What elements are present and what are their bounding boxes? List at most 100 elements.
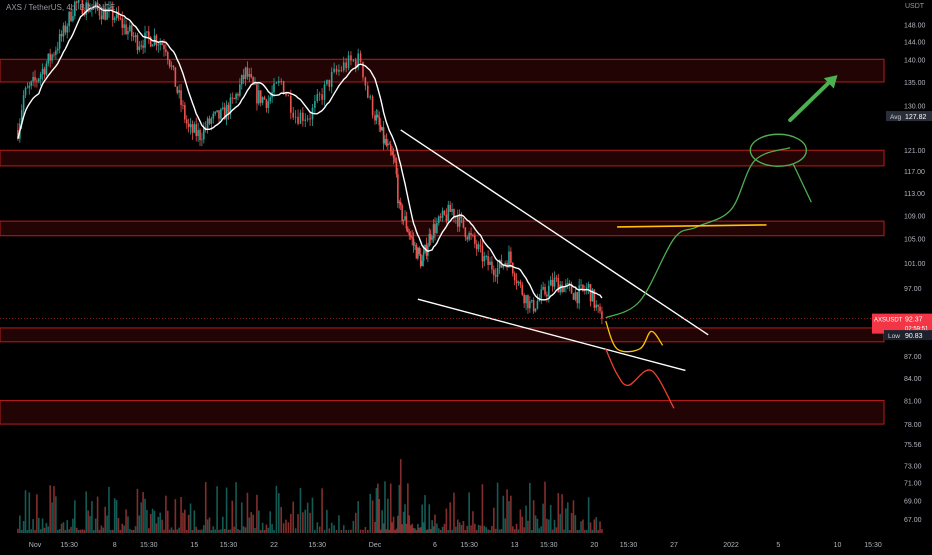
volume-bar bbox=[136, 488, 139, 533]
candle-body bbox=[216, 110, 218, 112]
candle-body bbox=[395, 161, 398, 175]
volume-bar bbox=[127, 516, 129, 533]
volume-bar bbox=[280, 506, 283, 533]
volume-bar bbox=[498, 529, 501, 533]
volume-bar bbox=[582, 519, 584, 533]
volume-bar bbox=[318, 526, 321, 533]
candle-body bbox=[185, 119, 188, 124]
candle-body bbox=[369, 96, 371, 98]
candle-body bbox=[58, 33, 61, 49]
candle-body bbox=[525, 295, 527, 304]
price-tick-label: 109.00 bbox=[904, 213, 926, 220]
volume-bar bbox=[32, 519, 34, 533]
volume-bar bbox=[267, 527, 270, 533]
bullish-scenario-path bbox=[605, 147, 791, 319]
candle-body bbox=[223, 107, 226, 120]
candle-body bbox=[299, 112, 302, 124]
candle-body bbox=[134, 35, 137, 38]
volume-bar bbox=[485, 527, 488, 533]
candle-body bbox=[398, 201, 401, 204]
candle-body bbox=[536, 300, 539, 309]
volume-bar bbox=[574, 515, 577, 533]
volume-bar bbox=[521, 516, 524, 533]
volume-bar bbox=[30, 529, 33, 533]
candle-body bbox=[45, 63, 48, 75]
price-tick-label: 101.00 bbox=[904, 261, 926, 268]
volume-bar bbox=[56, 529, 59, 533]
volume-bar bbox=[140, 502, 143, 533]
volume-bar bbox=[468, 492, 470, 533]
candle-body bbox=[572, 293, 575, 300]
candle-body bbox=[100, 15, 103, 20]
volume-bar bbox=[98, 529, 101, 533]
support-zone bbox=[0, 327, 885, 343]
volume-bar bbox=[428, 504, 431, 533]
candle-body bbox=[47, 53, 50, 64]
volume-bar bbox=[216, 486, 218, 533]
volume-bar bbox=[362, 529, 364, 533]
candle-body bbox=[159, 43, 161, 45]
candle-body bbox=[193, 124, 196, 133]
volume-bar bbox=[51, 502, 53, 533]
volume-bar bbox=[121, 523, 124, 533]
candle-body bbox=[377, 114, 379, 117]
volume-bar bbox=[568, 529, 571, 533]
candle-body bbox=[53, 54, 55, 56]
volume-bar bbox=[316, 522, 319, 533]
volume-bar bbox=[157, 516, 160, 533]
candle-body bbox=[129, 25, 131, 32]
candle-body bbox=[551, 279, 554, 287]
volume-bar bbox=[532, 500, 535, 533]
volume-bar bbox=[182, 512, 184, 533]
volume-bar bbox=[432, 526, 435, 533]
time-tick-label: 6 bbox=[433, 542, 437, 549]
candle-body bbox=[470, 233, 472, 235]
candle-body bbox=[259, 90, 262, 103]
candle-body bbox=[302, 112, 304, 121]
volume-bar bbox=[381, 510, 383, 533]
volume-bar bbox=[366, 529, 369, 533]
candle-body bbox=[557, 278, 560, 293]
candle-body bbox=[364, 77, 367, 86]
volume-bar bbox=[304, 509, 307, 533]
resistance-zone bbox=[0, 220, 885, 237]
candle-body bbox=[375, 114, 378, 121]
candle-body bbox=[385, 139, 388, 146]
candle-body bbox=[388, 143, 391, 145]
volume-bar bbox=[394, 529, 396, 533]
volume-bar bbox=[447, 529, 450, 533]
candle-body bbox=[451, 208, 453, 212]
candle-body bbox=[242, 74, 245, 79]
volume-bar bbox=[102, 527, 105, 533]
candle-body bbox=[66, 26, 69, 33]
volume-bar bbox=[483, 525, 486, 533]
candle-body bbox=[538, 298, 541, 301]
candle-body bbox=[412, 238, 415, 246]
volume-bar bbox=[91, 501, 93, 533]
candle-body bbox=[340, 69, 343, 71]
volume-bar bbox=[546, 518, 548, 533]
volume-bar bbox=[519, 509, 522, 533]
price-tick-label: 78.00 bbox=[904, 422, 922, 429]
candle-body bbox=[168, 60, 171, 67]
candle-body bbox=[601, 311, 603, 319]
candle-body bbox=[314, 101, 316, 108]
price-tick-label: 73.00 bbox=[904, 463, 922, 470]
volume-bar bbox=[414, 528, 416, 533]
volume-bar bbox=[208, 517, 211, 533]
volume-bar bbox=[392, 516, 395, 533]
candle-body bbox=[138, 46, 141, 51]
volume-bar bbox=[225, 487, 228, 533]
candle-body bbox=[287, 95, 290, 97]
time-tick-label: 15:30 bbox=[309, 542, 327, 549]
volume-bar bbox=[502, 495, 505, 533]
volume-bar bbox=[417, 523, 419, 533]
candle-body bbox=[68, 11, 70, 27]
volume-bar bbox=[96, 496, 99, 533]
volume-bar bbox=[597, 529, 599, 533]
volume-bar bbox=[239, 529, 241, 533]
volume-bar bbox=[489, 529, 491, 533]
resistance-zone bbox=[0, 58, 885, 83]
